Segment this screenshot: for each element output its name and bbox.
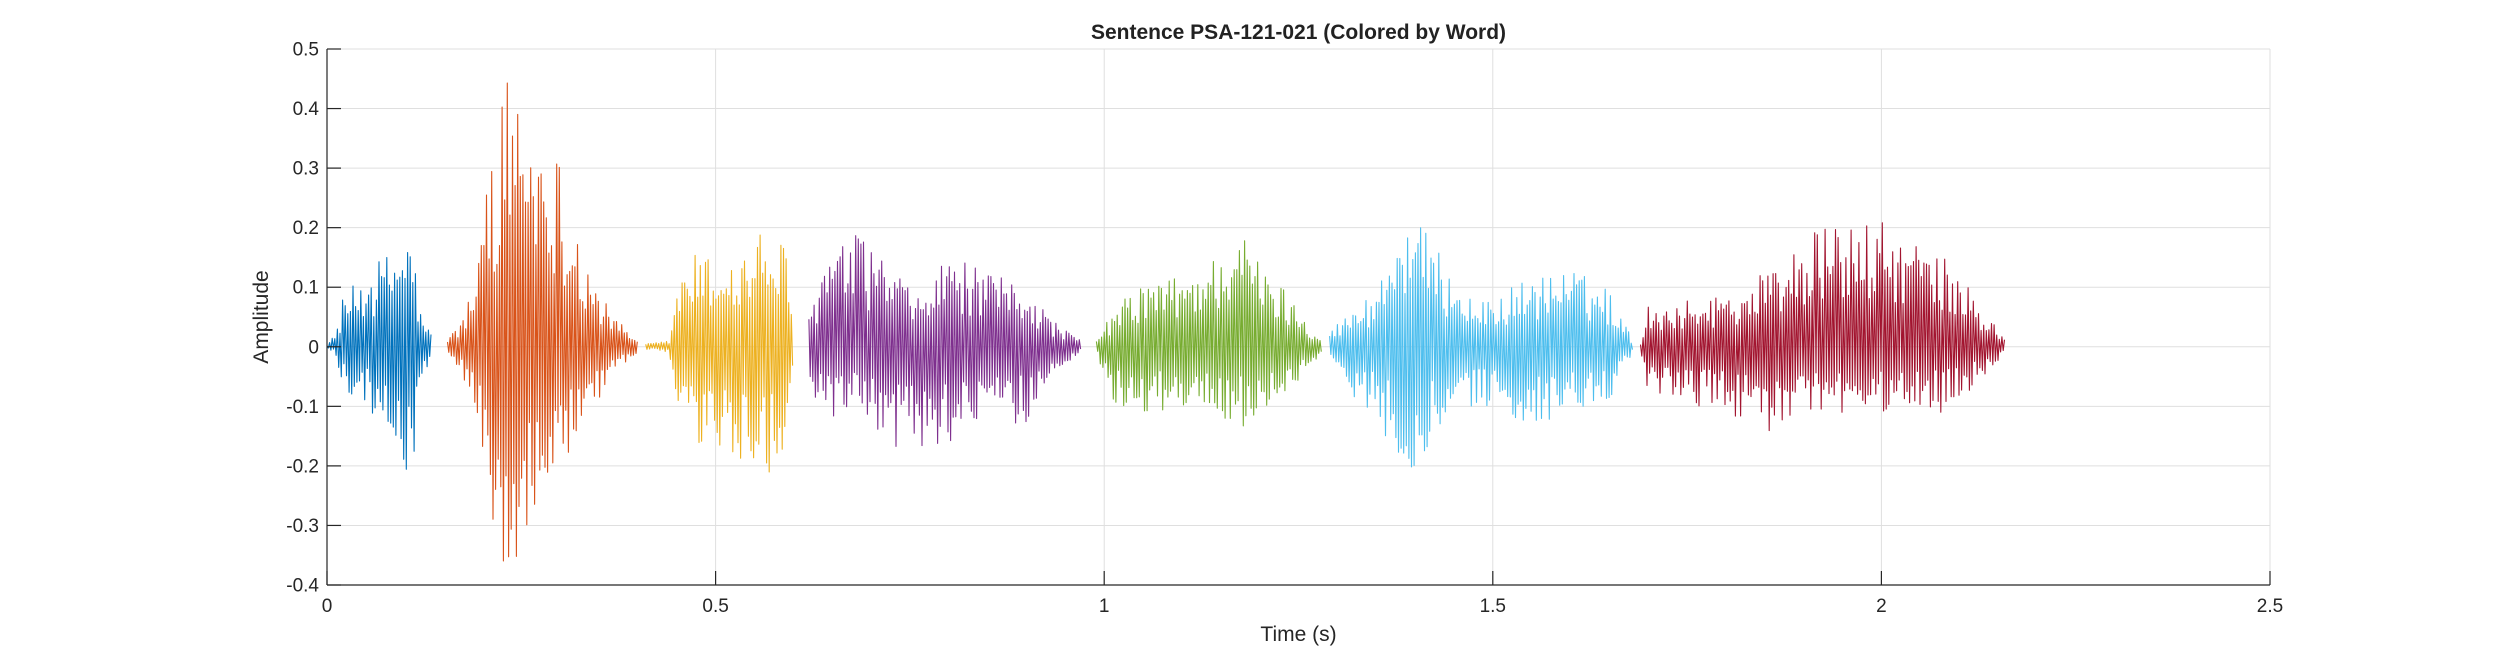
series-line <box>808 235 1082 447</box>
y-tick-label: 0 <box>308 337 319 358</box>
series-line <box>1639 222 2006 432</box>
y-tick-label: -0.2 <box>286 456 319 477</box>
waveform-path <box>326 252 432 470</box>
y-tick-label: -0.1 <box>286 397 319 418</box>
waveform-path <box>1329 227 1634 468</box>
y-tick-label: 0.1 <box>293 278 319 299</box>
plot-area <box>327 49 2270 585</box>
x-tick-label: 0 <box>322 596 333 617</box>
x-axis-label: Time (s) <box>1260 623 1336 646</box>
grid <box>326 48 2271 586</box>
y-tick-label: -0.3 <box>286 516 319 537</box>
x-tick-label: 2 <box>1876 596 1887 617</box>
x-tick-label: 2.5 <box>2257 596 2283 617</box>
series-line <box>1095 240 1322 427</box>
chart-title: Sentence PSA-121-021 (Colored by Word) <box>1091 21 1506 44</box>
series-line <box>1329 227 1634 468</box>
y-axis-label: Amplitude <box>250 270 273 363</box>
series-group <box>326 82 2006 562</box>
x-tick-label: 1.5 <box>1480 596 1506 617</box>
waveform-path <box>1639 222 2006 432</box>
series-line <box>446 82 638 562</box>
series-line <box>326 252 432 470</box>
y-tick-label: -0.4 <box>286 576 319 597</box>
waveform-path <box>446 82 638 562</box>
y-tick-label: 0.4 <box>293 99 320 120</box>
series-line <box>645 234 794 473</box>
y-tick-label: 0.2 <box>293 218 319 239</box>
chart-labels: Sentence PSA-121-021 (Colored by Word) T… <box>250 21 1506 646</box>
waveform-path <box>808 235 1082 447</box>
axes: 0 0.5 1 1.5 2 2.5 -0.4 -0.3 -0.2 -0.1 0 0.1 0.2 0.3 0.… <box>286 40 2283 618</box>
x-tick-label: 1 <box>1099 596 1110 617</box>
waveform-path <box>1095 240 1322 427</box>
y-tick-label: 0.3 <box>293 159 319 180</box>
x-tick-label: 0.5 <box>702 596 728 617</box>
waveform-path <box>645 234 794 473</box>
y-tick-label: 0.5 <box>293 40 319 61</box>
